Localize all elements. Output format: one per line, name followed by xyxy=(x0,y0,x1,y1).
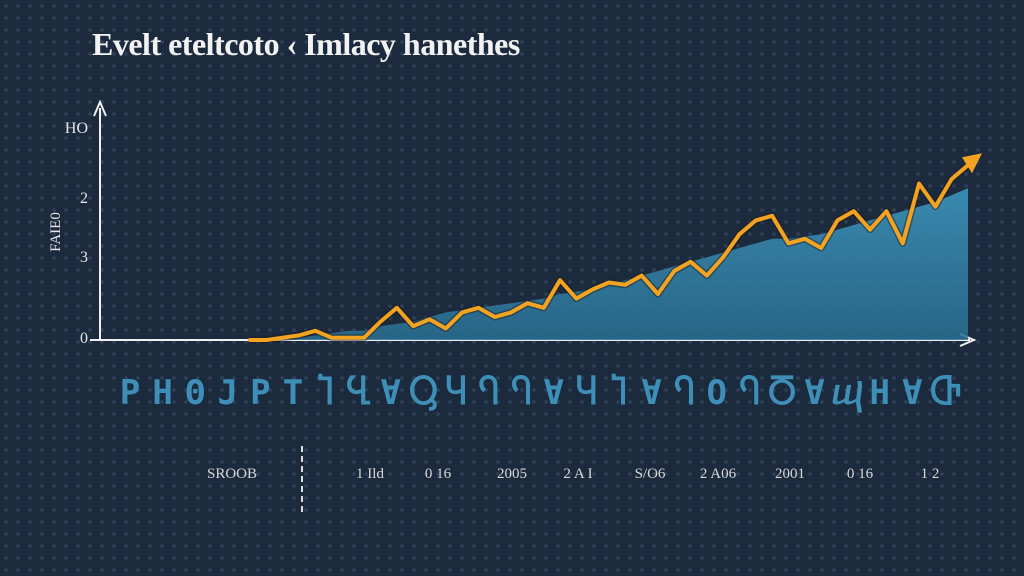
x-symbol-label: P xyxy=(250,373,270,413)
x-symbol-label: ⴓ xyxy=(831,373,862,413)
x-year-label: 2001 xyxy=(775,466,805,482)
y-tick-label: HO xyxy=(65,120,88,137)
x-year-label: 2 A I xyxy=(563,466,592,482)
chart-title: Evelt eteltcoto ‹ Imlacy hanethes xyxy=(92,26,520,62)
x-symbol-label: Ɐ xyxy=(381,373,401,413)
x-symbol-label: Ⴄ xyxy=(674,373,695,413)
x-symbol-label: Ⴇ xyxy=(929,373,960,413)
x-symbol-label: H xyxy=(870,373,890,413)
x-year-label: 2005 xyxy=(497,466,527,482)
y-tick-label: 2 xyxy=(80,190,88,207)
x-symbol-label: Ɐ xyxy=(804,373,824,413)
area-series xyxy=(250,188,968,340)
x-year-label: 1 Ild xyxy=(356,466,384,482)
x-symbol-label: Ⴄ xyxy=(478,373,499,413)
x-symbol-label: Θ xyxy=(185,373,205,413)
x-symbol-label: Ⴃ xyxy=(768,373,796,413)
x-symbol-label: J xyxy=(218,373,238,413)
x-symbol-label: Ⴄ xyxy=(739,373,760,413)
x-year-label: 0 16 xyxy=(847,466,874,482)
x-symbol-label: Ⴈ xyxy=(611,373,626,413)
y-axis-label: FAIE0 xyxy=(48,212,64,252)
x-symbol-label: Ⴗ xyxy=(445,373,466,413)
x-symbol-label: H xyxy=(152,373,172,413)
x-symbol-label: Ⴓ xyxy=(409,373,438,413)
x-year-label: 2 A06 xyxy=(700,466,737,482)
x-symbol-label: Ɐ xyxy=(902,373,922,413)
x-symbol-label: Ɐ xyxy=(641,373,661,413)
x-symbol-label: Ⴗ xyxy=(576,373,597,413)
x-symbol-label: Ⴈ xyxy=(318,373,333,413)
x-symbol-label: P xyxy=(120,373,140,413)
x-symbol-label: Ⴄ xyxy=(511,373,532,413)
x-year-label: 0 16 xyxy=(425,466,452,482)
x-symbol-label: Ɐ xyxy=(544,373,564,413)
y-tick-label: 3 xyxy=(80,249,88,266)
x-year-label: S/O6 xyxy=(635,466,666,482)
x-year-label: SROOB xyxy=(207,466,257,482)
x-symbol-label: T xyxy=(283,373,303,413)
x-symbol-label: Ⴁ xyxy=(346,373,371,413)
y-axis-arrow xyxy=(93,99,107,117)
line-arrowhead xyxy=(962,153,982,174)
x-year-label: 1 2 xyxy=(921,466,940,482)
line-series xyxy=(248,163,970,342)
y-tick-label: 0 xyxy=(80,330,88,347)
x-symbol-label: O xyxy=(707,373,727,413)
